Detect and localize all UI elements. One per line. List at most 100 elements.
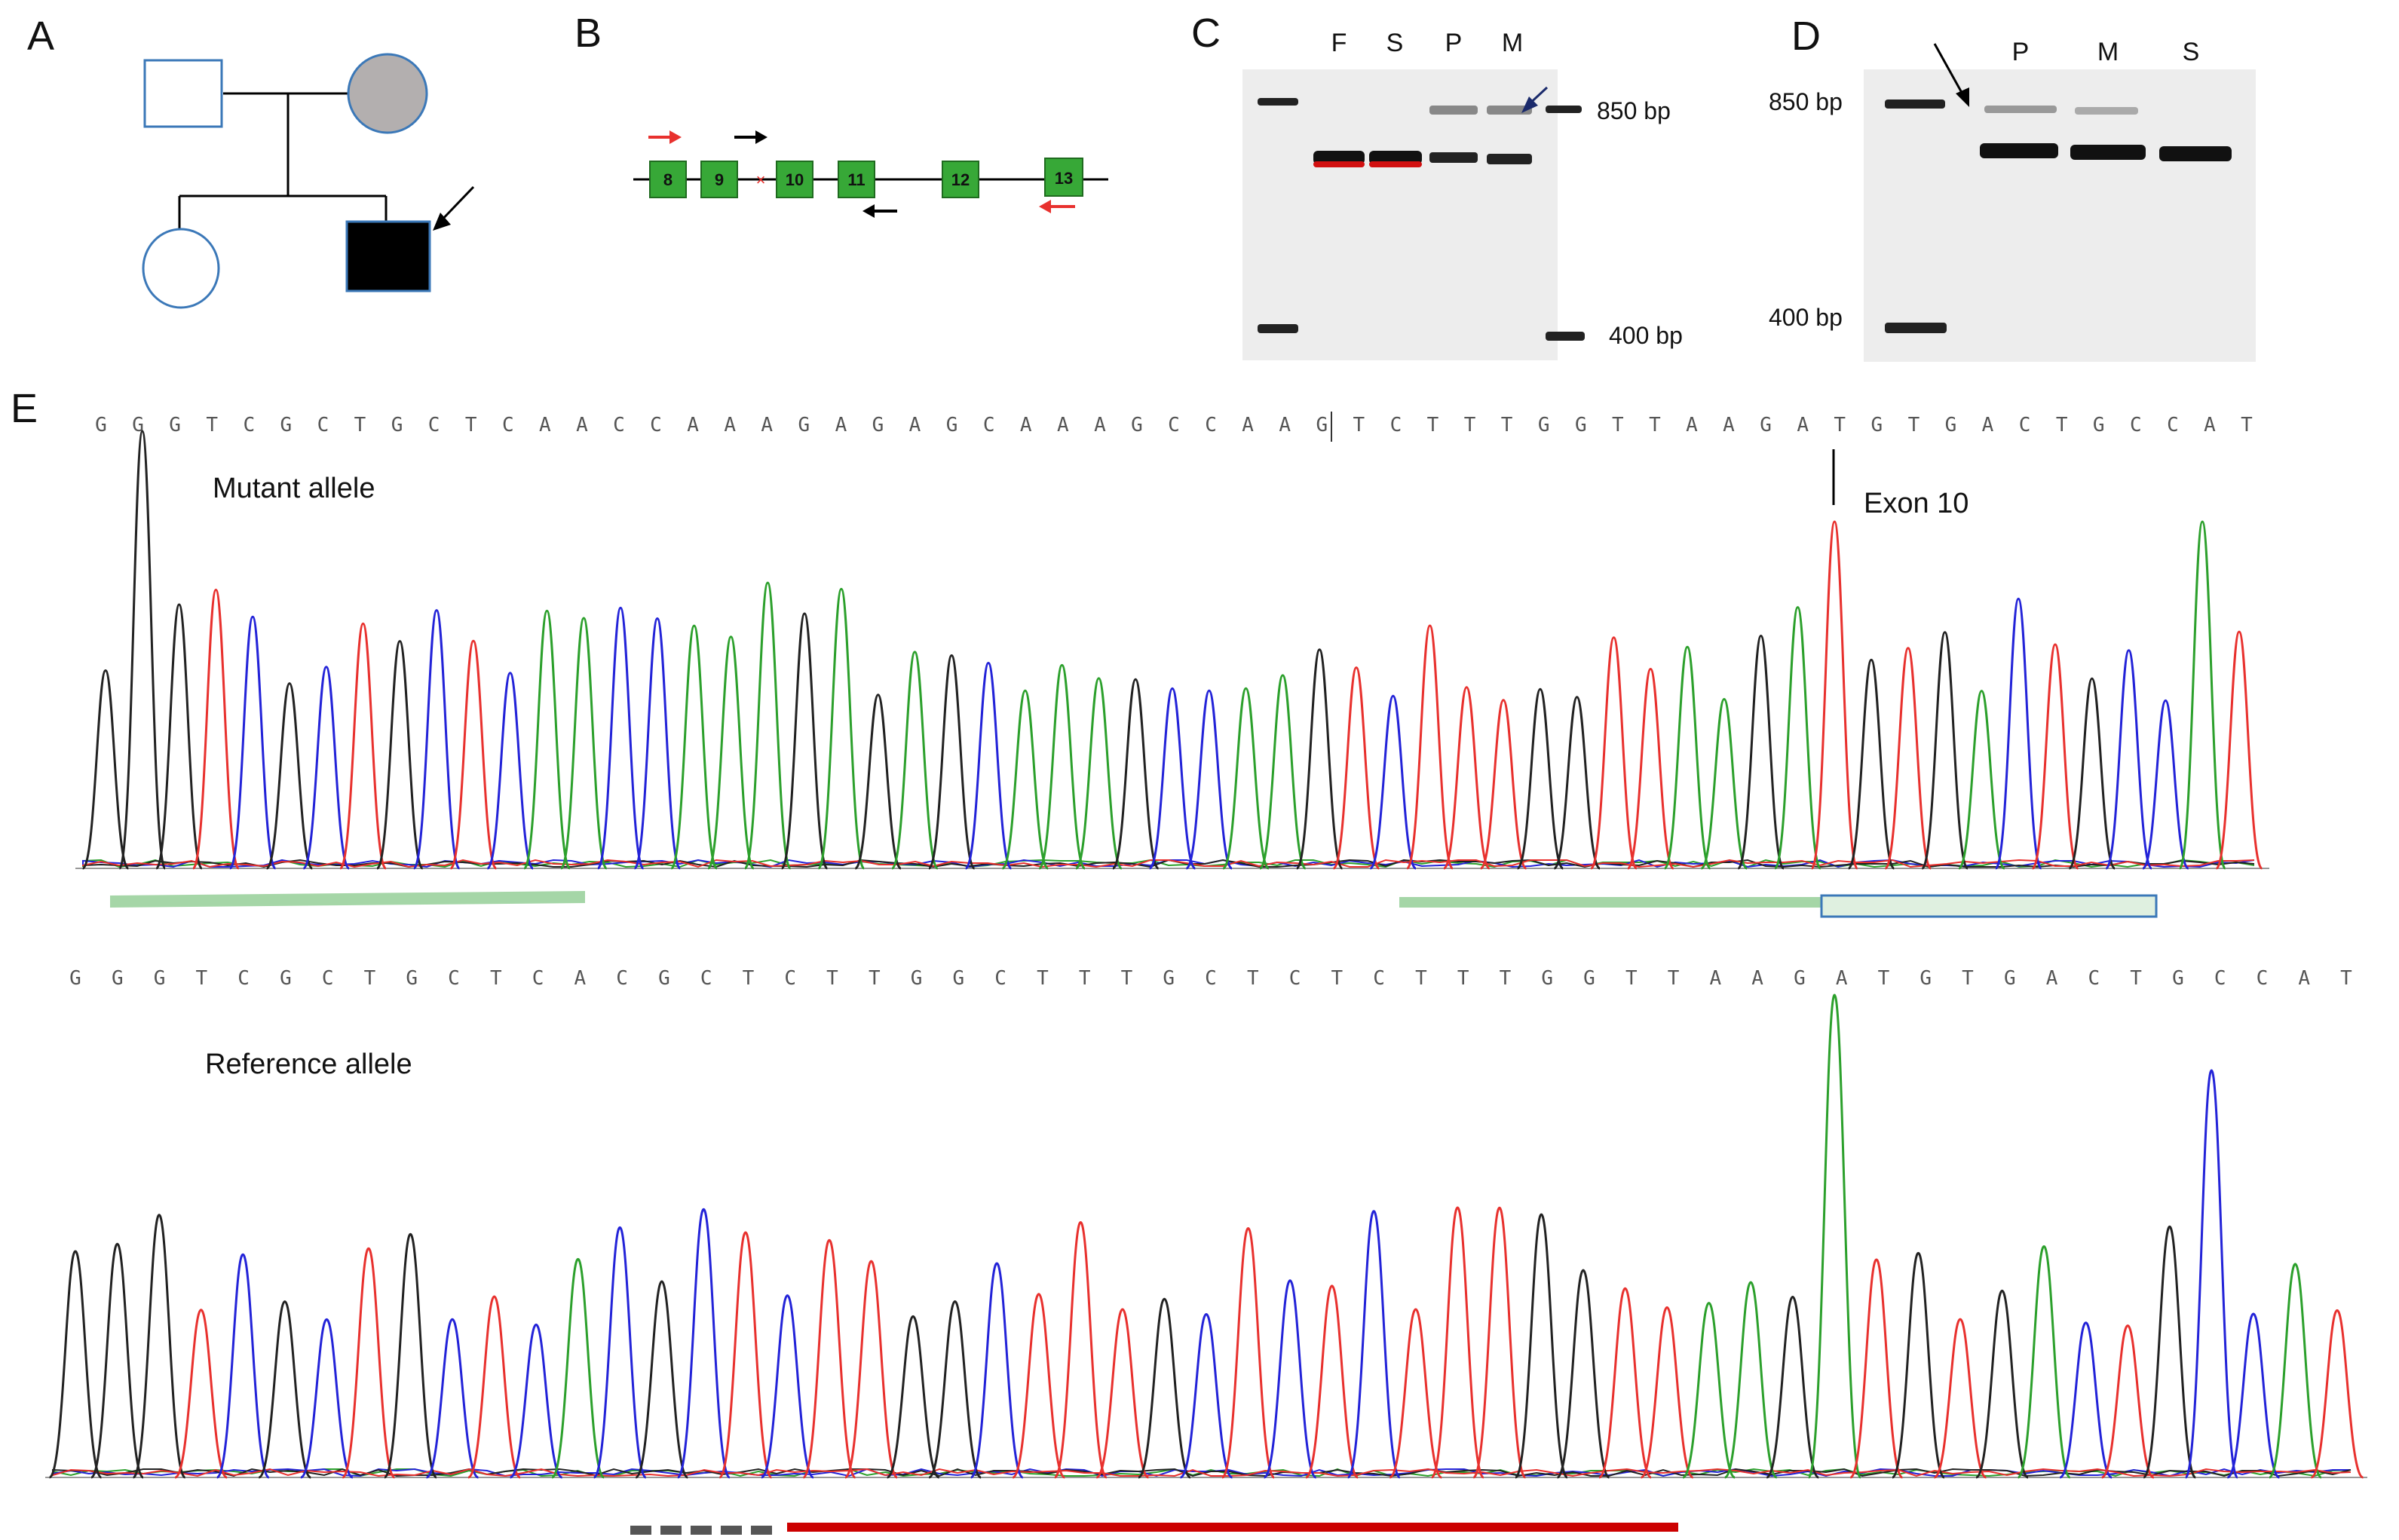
d-band-m-wt [2070, 145, 2146, 160]
base-letter: C [784, 967, 796, 990]
base-letter: C [2130, 414, 2142, 436]
arrow-d-icon [1956, 87, 1969, 107]
trace-peak [1957, 690, 2006, 870]
baseline-noise [52, 1468, 2352, 1477]
base-letter: A [574, 967, 586, 990]
base-letter: A [1836, 967, 1848, 990]
base-letter: G [1945, 414, 1957, 436]
band-f-red [1313, 161, 1365, 167]
panel-c: C F S P M 850 bp 400 bp [1191, 11, 1683, 360]
trace-peak [339, 622, 388, 870]
base-letter: A [1686, 414, 1698, 436]
sister-symbol [142, 228, 220, 309]
base-letter: C [983, 414, 995, 436]
trace-peak [1626, 667, 1675, 870]
d-band-m-mutant [2075, 107, 2138, 115]
mutation-mark-icon: × [756, 170, 766, 189]
arrow-shaft-d [1933, 43, 1966, 99]
exon-10-box [1820, 894, 2158, 918]
base-letter: G [112, 967, 124, 990]
base-letter: G [1316, 414, 1328, 436]
trace-peak [1304, 1284, 1359, 1479]
panel-d-label: D [1791, 14, 1821, 59]
trace-peak [1074, 677, 1123, 870]
base-letter: C [1168, 414, 1180, 436]
base-letter: A [687, 414, 699, 436]
base-letter: A [1797, 414, 1809, 436]
trace-peak [676, 1208, 731, 1479]
base-letter: T [2130, 967, 2142, 990]
base-letter: C [448, 967, 460, 990]
base-letter: A [761, 414, 773, 436]
exon-13: 13 [1044, 158, 1083, 197]
base-letter: A [1751, 967, 1763, 990]
trace-peak [2310, 1309, 2364, 1479]
trace-peak [81, 669, 130, 870]
base-letter: A [1020, 414, 1032, 436]
trace-peak [118, 430, 167, 870]
base-letter: A [2204, 414, 2216, 436]
base-letter: C [700, 967, 712, 990]
panel-e-label: E [11, 386, 38, 431]
trace-peak [706, 635, 755, 870]
trace-peak [1556, 1269, 1610, 1479]
panel-c-label: C [1191, 11, 1221, 56]
base-letter: C [1373, 967, 1385, 990]
trace-peak [1598, 1287, 1653, 1479]
base-letter: G [1794, 967, 1806, 990]
trace-peak [927, 654, 976, 870]
d-850-label: 850 bp [1769, 88, 1843, 115]
panel-b-label: B [574, 11, 602, 56]
base-letter: C [1205, 414, 1217, 436]
primer-reverse-black-icon [862, 204, 875, 218]
trace-peak [928, 1300, 982, 1479]
trace-peak [2101, 1324, 2155, 1479]
primer-forward-red-icon [669, 130, 682, 144]
base-letter: T [2056, 414, 2068, 436]
trace-peak [1807, 993, 1862, 1479]
c-850-label: 850 bp [1597, 97, 1671, 124]
base-letter: G [1583, 967, 1595, 990]
base-letter: T [1427, 414, 1439, 436]
exon-8: 8 [649, 161, 687, 198]
base-letter: C [2214, 967, 2226, 990]
trace-peak [2068, 677, 2116, 870]
base-letter: G [406, 967, 418, 990]
exon-11: 11 [838, 161, 875, 198]
trace-peak [1736, 634, 1785, 870]
trace-peak [2141, 699, 2190, 870]
trace-peak [1138, 1297, 1191, 1479]
base-letter: T [1121, 967, 1133, 990]
d-lane-label-s: S [2183, 38, 2200, 66]
trace-peak [467, 1295, 521, 1479]
base-letter: T [826, 967, 838, 990]
trace-peak [1479, 699, 1527, 870]
trace-peak [1369, 694, 1417, 870]
trace-peak [1148, 687, 1196, 870]
base-letter: T [1962, 967, 1974, 990]
base-letter: C [532, 967, 544, 990]
trace-peak [1347, 1210, 1402, 1479]
base-letter: T [1668, 967, 1680, 990]
mutant-highlight-left [110, 891, 585, 908]
base-letter: A [1057, 414, 1069, 436]
base-letter: A [539, 414, 551, 436]
base-letter: T [490, 967, 502, 990]
trace-peak [1723, 1281, 1779, 1479]
trace-peak [1185, 689, 1233, 870]
trace-peak [486, 672, 535, 870]
band-p-mutant [1429, 106, 1478, 115]
trace-peak [300, 1318, 354, 1479]
trace-peak [802, 1238, 856, 1479]
base-letter: G [391, 414, 403, 436]
proband-arrow-shaft [437, 185, 475, 225]
base-letter: A [2046, 967, 2058, 990]
trace-peak [341, 1247, 396, 1479]
exon-number: 11 [847, 170, 865, 189]
base-letter: A [835, 414, 847, 436]
base-letter: G [280, 414, 292, 436]
trace-peak [1516, 687, 1564, 870]
exon-box [838, 161, 875, 198]
base-letter: G [1760, 414, 1772, 436]
base-letter: T [354, 414, 366, 436]
